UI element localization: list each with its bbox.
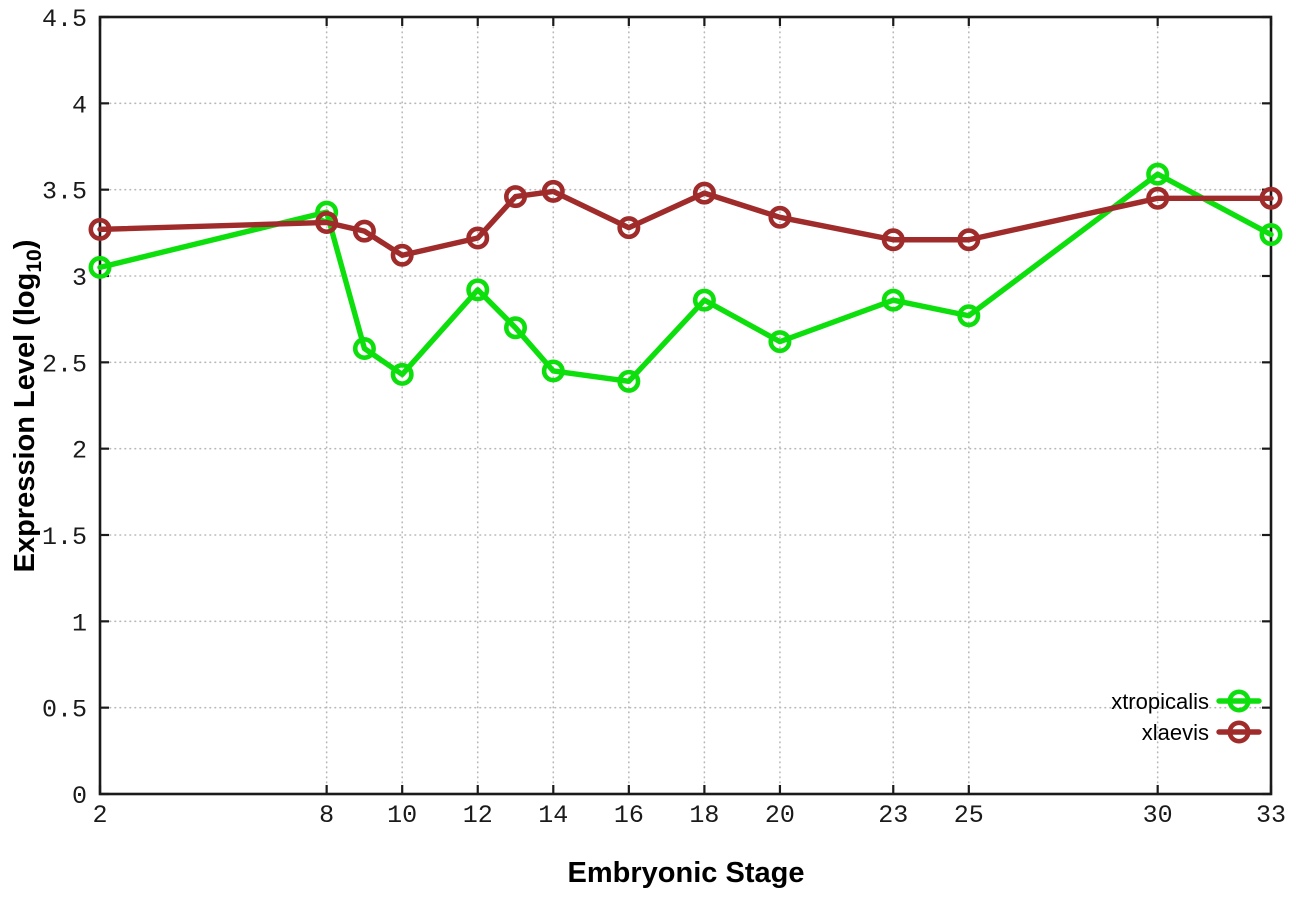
data-series <box>88 162 1283 393</box>
series-xtropicalis-marker <box>1259 223 1283 247</box>
y-axis-label-subscript: 10 <box>23 249 46 272</box>
x-tick-label: 2 <box>92 801 107 830</box>
series-xtropicalis-line <box>97 171 1274 385</box>
series-xtropicalis-marker <box>1146 162 1170 186</box>
x-tick-label: 8 <box>319 801 334 830</box>
axis-ticks <box>98 15 1273 796</box>
plot-border <box>98 15 1273 796</box>
y-tick-label: 0 <box>72 782 87 811</box>
x-tick-label: 20 <box>765 801 795 830</box>
series-xtropicalis-marker <box>352 337 376 361</box>
grid-lines <box>99 16 1272 795</box>
tick-labels: 2 8 10 12 14 16 18 20 23 25 30 33 0 0.5 1 1.5 2 2.5 3 3.5 4 4… <box>42 5 1286 830</box>
series-xlaevis-marker <box>881 228 905 252</box>
y-axis-label: Expression Level (log10) <box>9 240 46 573</box>
series-xtropicalis-marker <box>881 288 905 312</box>
legend-label-xtropicalis: xtropicalis <box>1111 689 1209 714</box>
x-tick-label: 14 <box>538 801 568 830</box>
series-xlaevis-marker <box>390 243 414 267</box>
y-tick-label: 3 <box>72 264 87 293</box>
y-tick-label: 4 <box>72 91 87 120</box>
legend-row-xtropicalis: xtropicalis <box>1111 689 1262 714</box>
x-tick-label: 25 <box>954 801 984 830</box>
series-xtropicalis-marker <box>466 278 490 302</box>
series-xlaevis-marker <box>352 219 376 243</box>
series-xtropicalis-marker <box>692 288 716 312</box>
series-xtropicalis-marker <box>88 255 112 279</box>
y-tick-label: 2 <box>72 437 87 466</box>
series-xlaevis-marker <box>692 181 716 205</box>
series-xtropicalis-marker <box>617 369 641 393</box>
y-tick-label: 3.5 <box>42 178 87 207</box>
legend-row-xlaevis: xlaevis <box>1142 720 1262 745</box>
series-xlaevis-marker <box>768 205 792 229</box>
legend-label-xlaevis: xlaevis <box>1142 720 1209 745</box>
series-xlaevis-marker <box>957 228 981 252</box>
series-xlaevis-marker <box>1146 186 1170 210</box>
y-tick-label: 1 <box>72 609 87 638</box>
x-tick-label: 18 <box>689 801 719 830</box>
x-tick-label: 10 <box>387 801 417 830</box>
series-xlaevis-marker <box>466 226 490 250</box>
series-xlaevis-marker <box>1259 186 1283 210</box>
x-axis-label: Embryonic Stage <box>568 857 805 889</box>
y-tick-label: 0.5 <box>42 696 87 725</box>
y-axis-label-end: ) <box>9 240 41 250</box>
x-tick-label: 23 <box>878 801 908 830</box>
y-tick-label: 1.5 <box>42 523 87 552</box>
series-xlaevis-marker <box>315 210 339 234</box>
x-tick-label: 30 <box>1143 801 1173 830</box>
legend-marker-xtropicalis <box>1227 689 1251 713</box>
series-xtropicalis-marker <box>504 316 528 340</box>
x-tick-label: 33 <box>1256 801 1286 830</box>
series-xlaevis-marker <box>541 179 565 203</box>
x-tick-label: 12 <box>463 801 493 830</box>
y-tick-label: 2.5 <box>42 350 87 379</box>
series-xtropicalis-marker <box>390 362 414 386</box>
series-xlaevis-marker <box>617 216 641 240</box>
plot-border-rect <box>98 15 1273 796</box>
y-tick-label: 4.5 <box>42 5 87 34</box>
legend-marker-xlaevis <box>1227 720 1251 744</box>
series-xtropicalis-marker <box>768 330 792 354</box>
series-xlaevis-marker <box>504 185 528 209</box>
series-xlaevis <box>88 179 1283 267</box>
legend: xtropicalis xlaevis <box>1111 689 1262 745</box>
series-xtropicalis-marker <box>957 304 981 328</box>
series-xtropicalis <box>88 162 1283 393</box>
series-xlaevis-marker <box>88 217 112 241</box>
y-axis-label-main: Expression Level (log <box>9 273 41 573</box>
series-xtropicalis-marker <box>541 359 565 383</box>
x-tick-label: 16 <box>614 801 644 830</box>
